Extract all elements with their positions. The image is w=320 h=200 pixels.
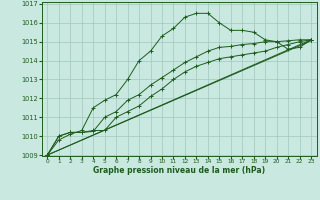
X-axis label: Graphe pression niveau de la mer (hPa): Graphe pression niveau de la mer (hPa)	[93, 166, 265, 175]
